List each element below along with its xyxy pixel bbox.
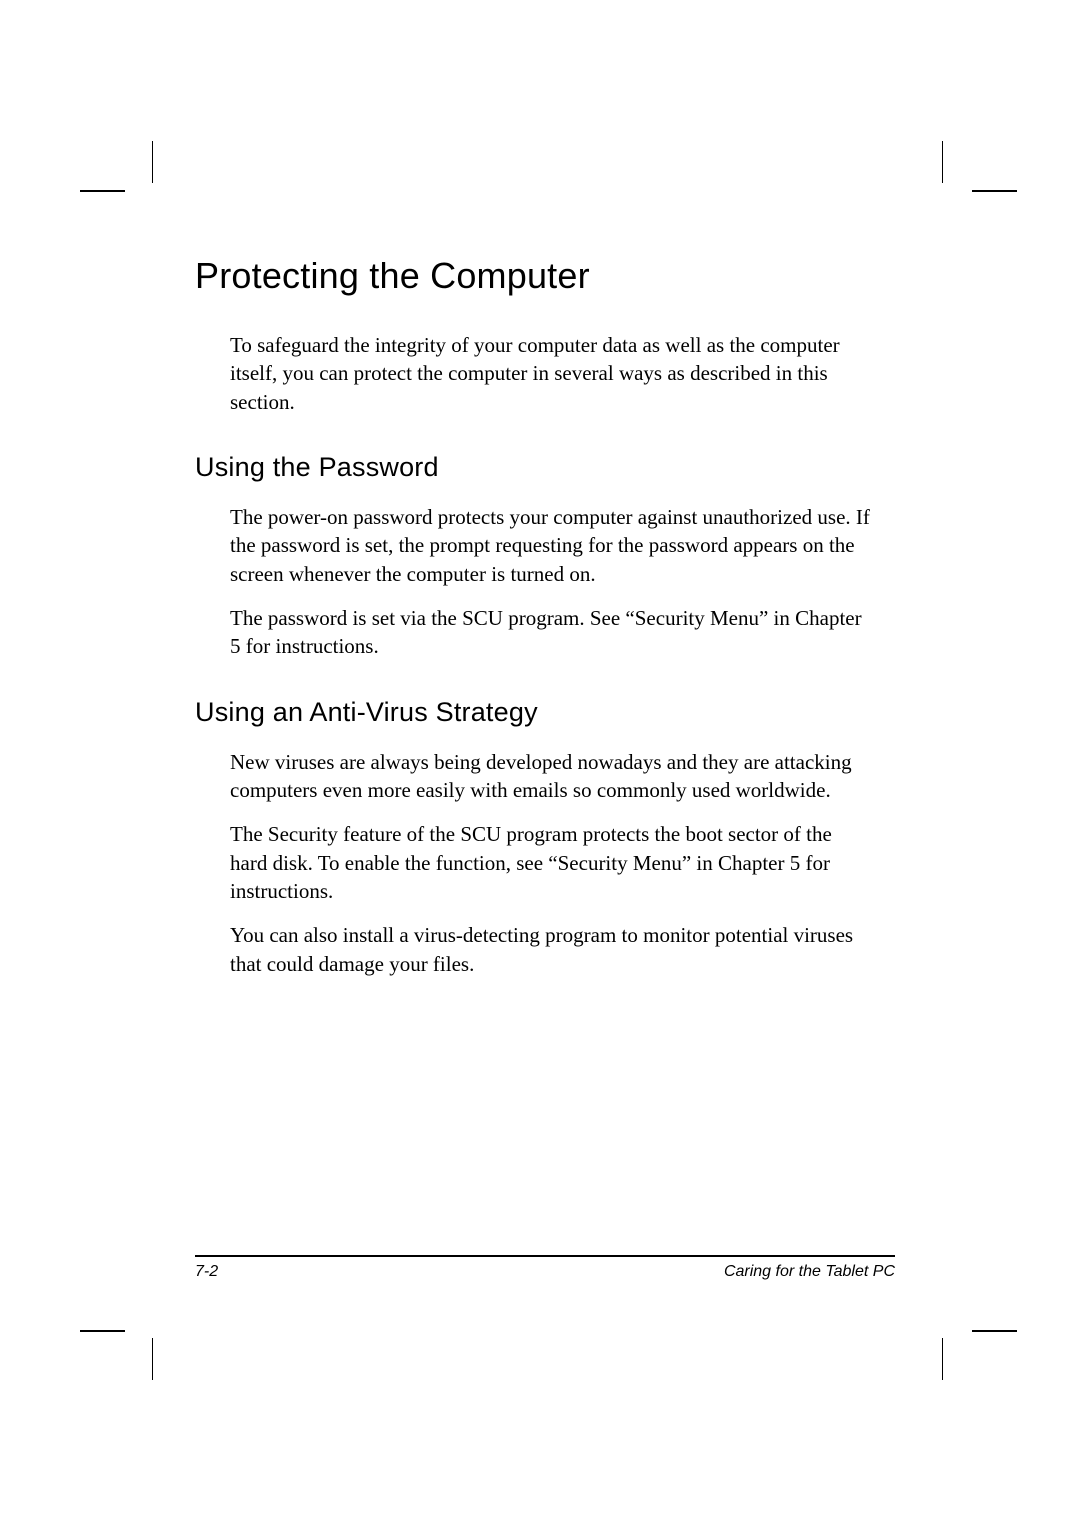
footer-page-number: 7-2 xyxy=(195,1263,218,1281)
page-footer: 7-2 Caring for the Tablet PC xyxy=(195,1255,895,1281)
crop-mark-tl-v xyxy=(152,141,153,183)
section-heading-antivirus: Using an Anti-Virus Strategy xyxy=(195,697,895,728)
page-title: Protecting the Computer xyxy=(195,255,895,297)
crop-mark-br-v xyxy=(942,1338,943,1380)
crop-mark-br-h xyxy=(972,1330,1017,1332)
section-paragraph: You can also install a virus-detecting p… xyxy=(230,921,870,978)
footer-right-text: Caring for the Tablet PC xyxy=(724,1263,895,1281)
section-paragraph: New viruses are always being developed n… xyxy=(230,748,870,805)
footer-rule xyxy=(195,1255,895,1257)
page-content: Protecting the Computer To safeguard the… xyxy=(195,255,895,994)
section-paragraph: The Security feature of the SCU program … xyxy=(230,820,870,905)
section-paragraph: The password is set via the SCU program.… xyxy=(230,604,870,661)
section-heading-password: Using the Password xyxy=(195,452,895,483)
crop-mark-tr-h xyxy=(972,190,1017,192)
crop-mark-tr-v xyxy=(942,141,943,183)
crop-mark-bl-h xyxy=(80,1330,125,1332)
footer-row: 7-2 Caring for the Tablet PC xyxy=(195,1263,895,1281)
crop-mark-bl-v xyxy=(152,1338,153,1380)
section-paragraph: The power-on password protects your comp… xyxy=(230,503,870,588)
crop-mark-tl-h xyxy=(80,190,125,192)
intro-paragraph: To safeguard the integrity of your compu… xyxy=(230,331,870,416)
